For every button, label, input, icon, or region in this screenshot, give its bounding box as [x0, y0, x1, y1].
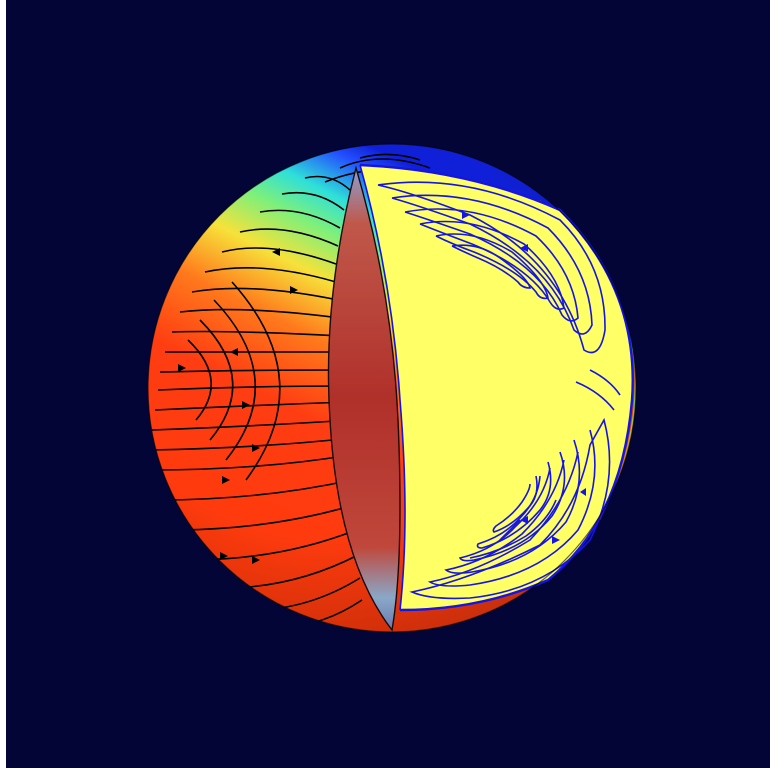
sphere-outline — [147, 143, 637, 633]
inner-wedge — [327, 165, 401, 632]
surface-streamlines — [149, 153, 441, 627]
cut-face-streamlines — [377, 181, 621, 600]
cut-face — [360, 165, 633, 610]
cut-face-outer-edge — [359, 163, 634, 612]
left-frame-strip — [0, 0, 6, 768]
cut-face-arrows — [462, 211, 586, 544]
cut-face-edge — [359, 164, 406, 611]
surface-arrows — [178, 248, 298, 564]
